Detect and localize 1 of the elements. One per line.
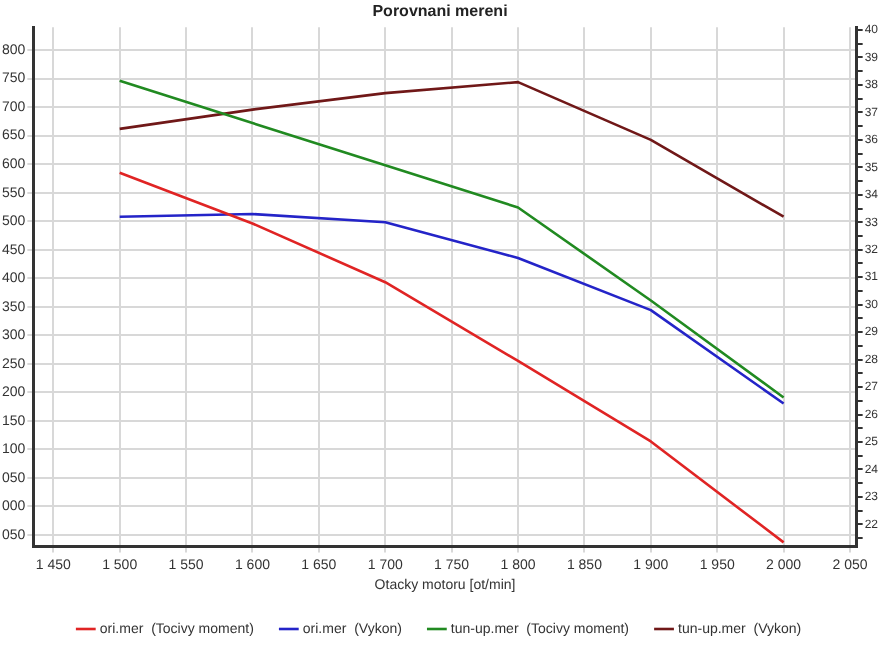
chart-title: Porovnani mereni [372,2,508,21]
